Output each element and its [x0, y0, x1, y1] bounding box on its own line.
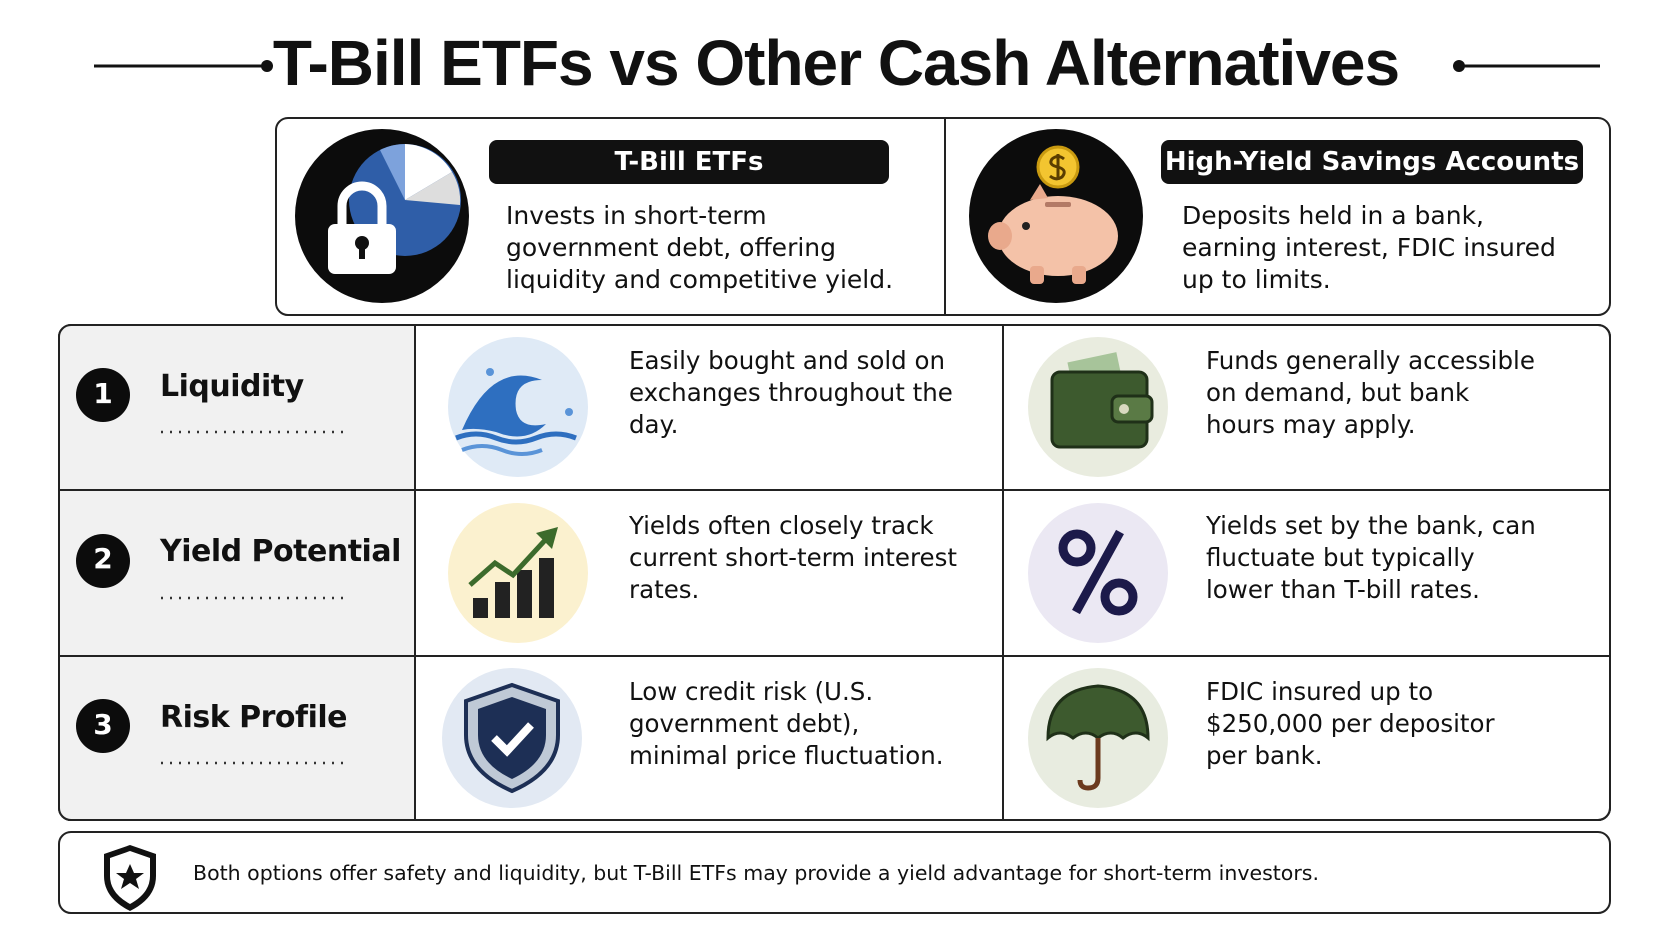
footer-box [58, 831, 1611, 914]
cell-text: FDIC insured up to $250,000 per deposito… [1206, 677, 1495, 770]
row-label: Liquidity [160, 369, 304, 404]
row-number: 1 [93, 377, 113, 410]
cell-text: Easily bought and sold on exchanges thro… [629, 346, 953, 439]
footer-icon [104, 845, 156, 911]
footer-text: Both options offer safety and liquidity,… [193, 861, 1319, 885]
row-label: Yield Potential [160, 534, 401, 569]
percent-icon [1028, 503, 1168, 643]
row-label: Risk Profile [160, 700, 348, 735]
growth-icon [448, 503, 588, 643]
column-description: Deposits held in a bank, earning interes… [1182, 201, 1556, 294]
etf-icon [295, 129, 469, 303]
pill [1161, 140, 1583, 184]
cell-text: Yields set by the bank, can fluctuate bu… [1206, 511, 1536, 604]
wave-icon [448, 337, 588, 477]
pill [489, 140, 889, 184]
title: T-Bill ETFs vs Other Cash Alternatives [272, 27, 1400, 99]
row-number: 2 [93, 542, 113, 575]
wallet-icon [1028, 337, 1168, 477]
umbrella-icon [1028, 668, 1168, 808]
rule-dot [261, 60, 273, 72]
table-border [58, 324, 1611, 821]
row-number: 3 [93, 708, 113, 741]
column-description: Invests in short-term government debt, o… [506, 201, 894, 294]
cell-text: Yields often closely track current short… [629, 511, 957, 604]
rule-dot [1453, 60, 1465, 72]
savings-icon [969, 129, 1143, 303]
shield-icon [442, 668, 582, 808]
label-column [59, 325, 415, 820]
number-badges [76, 368, 130, 753]
column-title: High-Yield Savings Accounts [1164, 147, 1580, 177]
column-title: T-Bill ETFs [614, 147, 764, 177]
cell-text: Funds generally accessible on demand, bu… [1206, 346, 1535, 439]
cell-text: Low credit risk (U.S. government debt), … [629, 677, 944, 770]
